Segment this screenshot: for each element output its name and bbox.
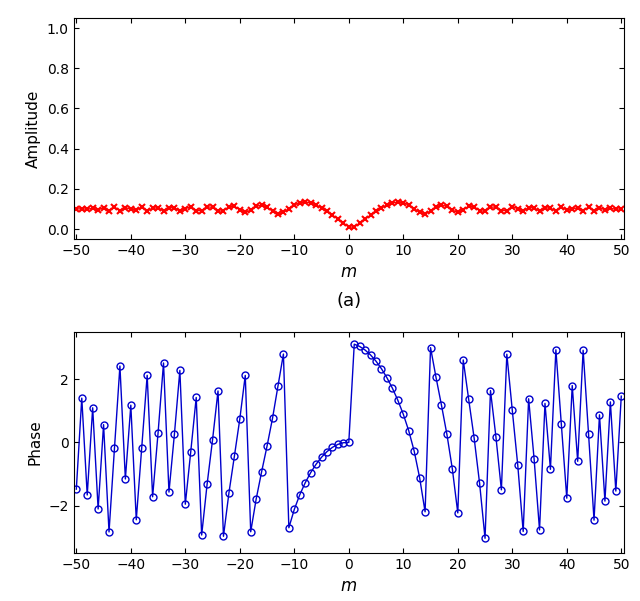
X-axis label: $m$: $m$ — [340, 578, 357, 596]
X-axis label: $m$: $m$ — [340, 263, 357, 281]
Y-axis label: Amplitude: Amplitude — [26, 90, 41, 168]
Text: (a): (a) — [336, 292, 362, 310]
Y-axis label: Phase: Phase — [28, 419, 43, 465]
